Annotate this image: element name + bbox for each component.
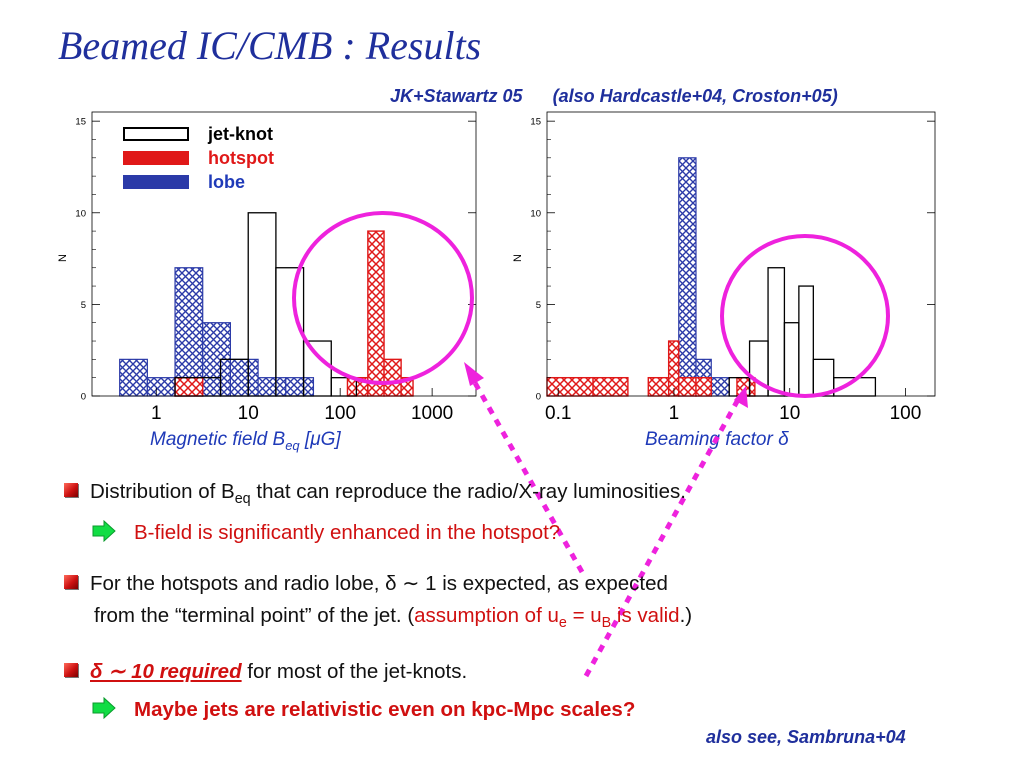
bar-hotspot — [546, 376, 594, 397]
bullet-2-line1: For the hotspots and radio lobe, δ ∼ 1 i… — [90, 572, 668, 595]
y-tick-label: 5 — [81, 300, 86, 311]
y-tick-label: 5 — [536, 300, 541, 311]
bar-jet-knot — [798, 285, 814, 397]
legend-swatch-lobe — [123, 175, 189, 189]
bullet-2-line2: from the “terminal point” of the jet. ( — [94, 604, 415, 627]
bar-lobe — [174, 267, 204, 397]
bullet-square-icon — [64, 483, 78, 497]
bar-hotspot — [592, 376, 629, 397]
x-tick-label: 10 — [779, 403, 800, 424]
bar-lobe — [678, 157, 697, 397]
bar-jet-knot — [767, 267, 786, 397]
x-tick-label: 1 — [669, 403, 680, 424]
series-lobe — [119, 267, 315, 397]
y-tick-label: 15 — [530, 117, 541, 128]
y-tick-label: 0 — [81, 392, 86, 403]
highlight-circle-jet-knot — [720, 234, 890, 398]
plot-frame — [91, 111, 477, 397]
bullet-1-text: Distribution of B — [90, 480, 235, 503]
y-tick-label: 10 — [530, 208, 541, 219]
bullet-3: δ ∼ 10 required for most of the jet-knot… — [64, 659, 467, 684]
citation-main: JK+Stawartz 05 — [390, 86, 523, 106]
series-lobe — [678, 157, 730, 397]
bar-lobe — [285, 377, 315, 397]
annotations — [292, 211, 890, 678]
bar-hotspot — [695, 376, 712, 397]
y-axis-label: N — [512, 254, 524, 262]
bullet-2-continued: from the “terminal point” of the jet. (a… — [94, 604, 692, 631]
bar-hotspot — [174, 376, 204, 397]
y-tick-label: 15 — [75, 117, 86, 128]
x-tick-label: 100 — [324, 403, 356, 424]
bullet-1-sub: eq — [234, 491, 251, 508]
bullet-3-emphasis: δ ∼ 10 required — [90, 660, 242, 683]
highlight-circle-hotspot — [292, 211, 474, 385]
bullet-2-end: .) — [679, 604, 693, 627]
y-tick-label: 0 — [536, 392, 541, 403]
footer-citation: also see, Sambruna+04 — [706, 727, 906, 747]
y-axis-label: N — [57, 254, 69, 262]
x-axis-label: Magnetic field Beq [μG] — [150, 429, 341, 453]
bar-hotspot — [367, 230, 385, 397]
bullet-1-text-post: that can reproduce the radio/X-ray lumin… — [250, 480, 686, 503]
bar-hotspot — [667, 340, 680, 397]
bullet-2-red-post: is valid — [611, 604, 680, 627]
x-tick-label: 100 — [890, 403, 922, 424]
x-tick-label: 1 — [151, 403, 162, 424]
bar-lobe — [229, 358, 259, 397]
bar-lobe — [257, 377, 287, 397]
bullet-2-red-eq: = u — [566, 604, 602, 627]
x-tick-label: 1000 — [411, 403, 453, 424]
bullet-2-sub-e: e — [558, 615, 567, 632]
green-arrow-icon — [92, 697, 116, 719]
bullet-2-red-text: assumption of u — [414, 604, 559, 627]
x-tick-label: 10 — [238, 403, 259, 424]
x-tick-label: 0.1 — [545, 403, 571, 424]
green-arrow-icon — [92, 520, 116, 542]
bar-lobe — [710, 377, 730, 397]
citation: JK+Stawartz 05 (also Hardcastle+04, Crost… — [390, 86, 868, 107]
bar-hotspot — [383, 358, 402, 397]
sub-bullet-1-text: B-field is significantly enhanced in the… — [134, 521, 561, 544]
bar-hotspot — [678, 376, 697, 397]
bar-lobe — [119, 358, 148, 397]
bullet-3-text: for most of the jet-knots. — [241, 660, 468, 683]
legend-swatch-hotspot — [123, 151, 189, 165]
bullet-2: For the hotspots and radio lobe, δ ∼ 1 i… — [64, 571, 668, 596]
citation-also: (also Hardcastle+04, Croston+05) — [552, 86, 838, 106]
bar-hotspot — [647, 376, 670, 397]
sub-bullet-1: B-field is significantly enhanced in the… — [92, 520, 560, 545]
legend-label-jet-knot: jet-knot — [207, 124, 273, 144]
arrow-head-icon — [734, 386, 748, 408]
chart-magnetic-field: 0 5 10 15 N 1 10 100 1000 Magnetic field Beq [μG]… — [57, 111, 477, 453]
legend-swatch-jet-knot — [123, 127, 189, 141]
bar-jet-knot — [783, 322, 800, 397]
arrow-head-icon — [464, 362, 484, 386]
legend-label-hotspot: hotspot — [208, 148, 274, 168]
bullet-1: Distribution of Beq that can reproduce t… — [64, 480, 686, 507]
legend-label-lobe: lobe — [208, 172, 245, 192]
dotted-arrow-line — [583, 394, 743, 678]
bullet-square-icon — [64, 663, 78, 677]
sub-bullet-3: Maybe jets are relativistic even on kpc-… — [92, 697, 635, 722]
y-tick-label: 10 — [75, 208, 86, 219]
bullet-2-sub-b: B — [601, 615, 612, 632]
sub-bullet-3-text: Maybe jets are relativistic even on kpc-… — [134, 698, 636, 721]
bar-lobe — [146, 377, 176, 397]
dotted-arrow-line — [467, 372, 585, 574]
bullet-square-icon — [64, 575, 78, 589]
slide-title: Beamed IC/CMB : Results — [58, 23, 482, 68]
legend: jet-knot hotspot lobe — [123, 124, 274, 192]
